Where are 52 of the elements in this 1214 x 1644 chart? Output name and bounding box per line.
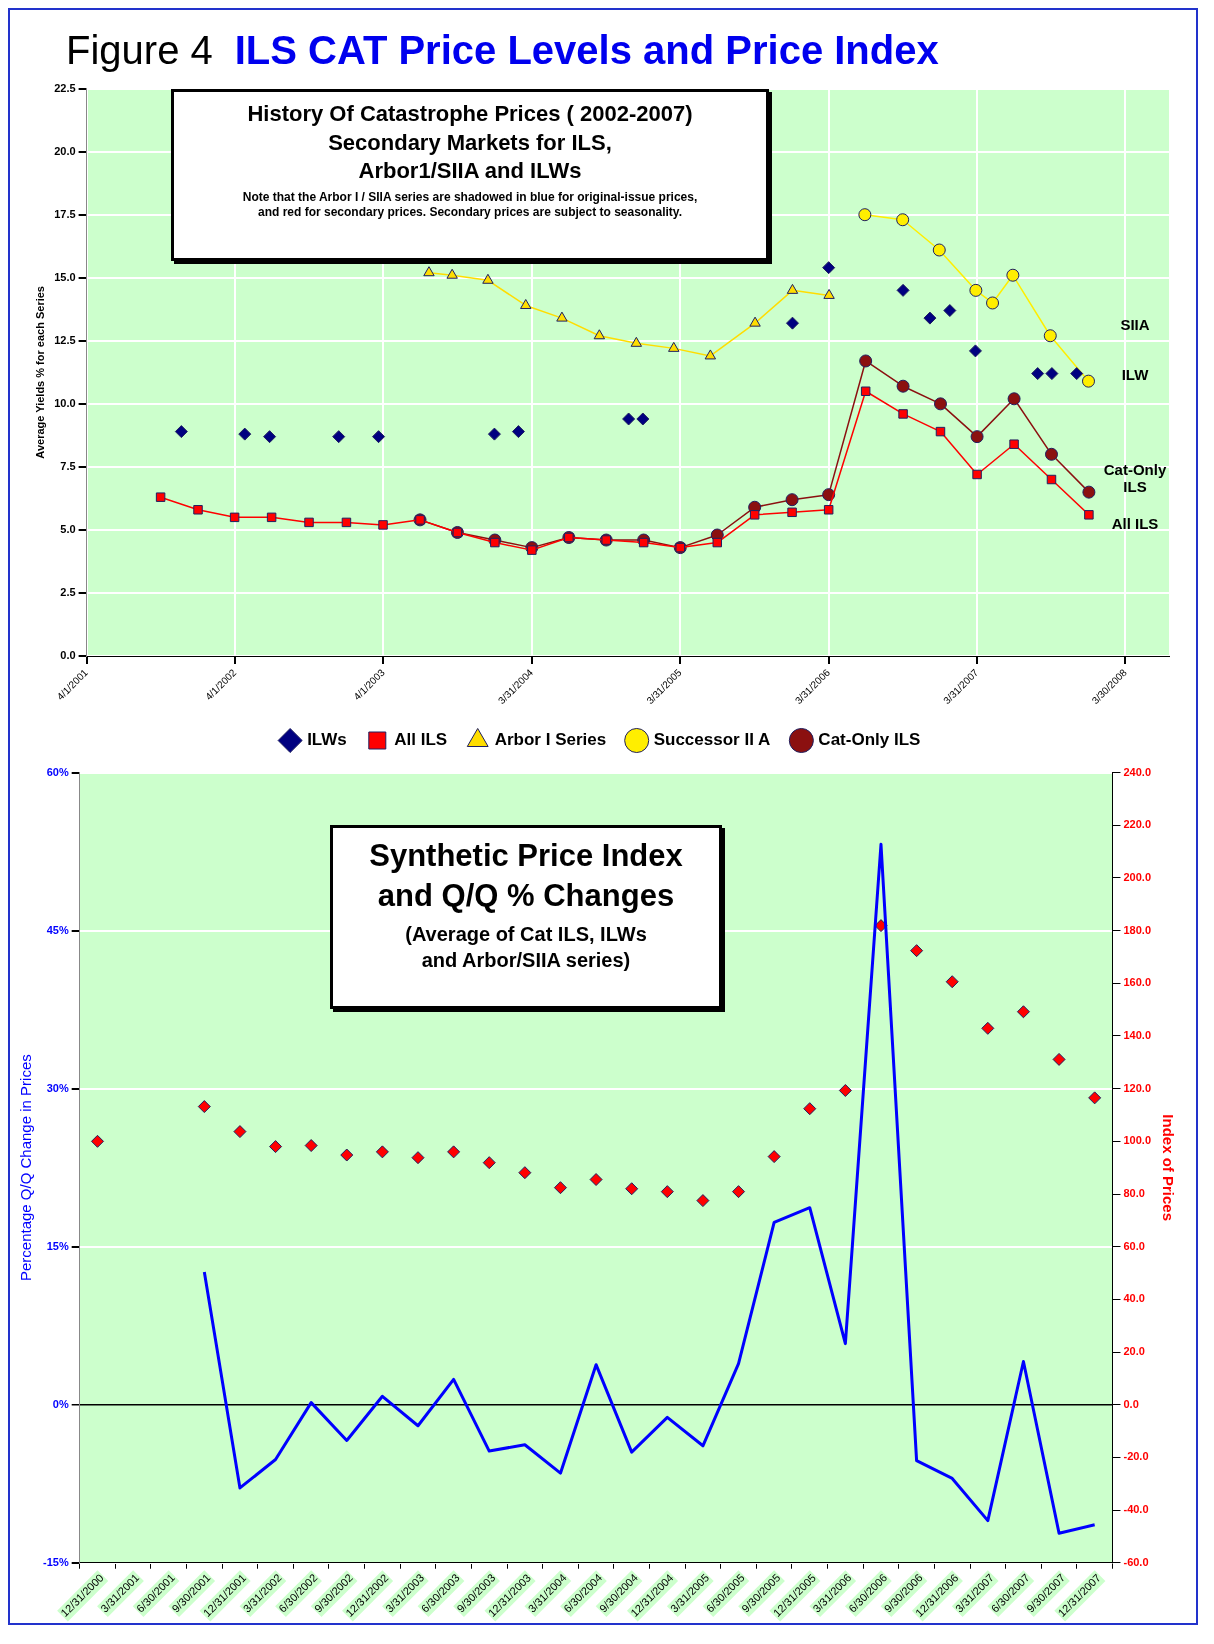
legend-label: ILWs: [307, 730, 347, 750]
legend-label: Cat-Only ILS: [818, 730, 921, 750]
annotation: SIIA: [1120, 315, 1150, 333]
text-box: Synthetic Price Index and Q/Q % Changes (Average of Cat ILS, ILWs and Arbor/SIIA series): [330, 825, 722, 1009]
y-tick-label: 15%: [46, 1239, 69, 1252]
chart-title: Figure 4: [66, 28, 213, 72]
y2-tick-label: 140.0: [1123, 1029, 1151, 1042]
y-tick-label: 22.5: [54, 81, 76, 94]
legend-label: Successor II A: [653, 730, 771, 750]
y-axis-title: Average Yields % for each Series: [33, 286, 46, 459]
y-tick-label: 30%: [46, 1081, 69, 1094]
y-tick-label: 5.0: [60, 522, 76, 535]
y-tick-label: 60%: [46, 765, 69, 778]
annotation: All ILS: [1111, 515, 1159, 533]
y-tick-label: 17.5: [54, 207, 76, 220]
y2-axis-title: Index of Prices: [1159, 1114, 1177, 1222]
y2-tick-label: 80.0: [1123, 1187, 1145, 1200]
y2-tick-label: 0.0: [1123, 1397, 1139, 1410]
y-tick-label: 7.5: [60, 459, 76, 472]
y2-tick-label: 40.0: [1123, 1292, 1145, 1305]
y-tick-label: -15%: [42, 1555, 69, 1568]
y2-tick-label: 160.0: [1123, 976, 1151, 989]
y2-tick-label: 180.0: [1123, 923, 1151, 936]
y2-tick-label: -20.0: [1123, 1450, 1149, 1463]
annotation: ILW: [1121, 366, 1150, 384]
annotation: Synthetic Price Index and Q/Q % Changes: [368, 837, 684, 916]
y-tick-label: 15.0: [54, 270, 76, 283]
annotation: Cat-Only ILS: [1103, 461, 1167, 496]
y-tick-label: 0%: [52, 1397, 69, 1410]
y-tick-label: 0.0: [60, 649, 76, 662]
annotation: History Of Catastrophe Prices ( 2002-2007) Secondary Markets for ILS, Arbor1/SIIA and ILWs: [246, 100, 694, 186]
y2-tick-label: -40.0: [1123, 1503, 1149, 1516]
y-tick-label: 45%: [46, 923, 69, 936]
y2-tick-label: -60.0: [1123, 1555, 1149, 1568]
legend-label: All ILS: [394, 730, 448, 750]
y-axis-title: Percentage Q/Q Change in Prices: [17, 1054, 35, 1282]
y2-tick-label: 240.0: [1123, 765, 1151, 778]
legend-label: Arbor I Series: [494, 730, 607, 750]
y2-tick-label: 120.0: [1123, 1081, 1151, 1094]
y-tick-label: 20.0: [54, 144, 76, 157]
y2-tick-label: 60.0: [1123, 1239, 1145, 1252]
y2-tick-label: 200.0: [1123, 870, 1151, 883]
y2-tick-label: 100.0: [1123, 1134, 1151, 1147]
y-tick-label: 12.5: [54, 333, 76, 346]
y-tick-label: 2.5: [60, 586, 76, 599]
chart-subtitle: ILS CAT Price Levels and Price Index: [234, 28, 939, 72]
text-box: History Of Catastrophe Prices ( 2002-2007) Secondary Markets for ILS, Arbor1/SIIA and ILWs Note that the Arbor I / SIIA series are shadowed in blue for original-issue prices, and red for secondary prices. Secondary prices are subject to seasonality.: [171, 89, 769, 261]
y2-tick-label: 20.0: [1123, 1345, 1145, 1358]
y2-tick-label: 220.0: [1123, 818, 1151, 831]
y-tick-label: 10.0: [54, 396, 76, 409]
annotation: (Average of Cat ILS, ILWs and Arbor/SIIA series): [404, 921, 648, 973]
annotation: Note that the Arbor I / SIIA series are shadowed in blue for original-issue prices, and red for secondary prices. Secondary prices are subject to seasonality.: [241, 189, 699, 221]
